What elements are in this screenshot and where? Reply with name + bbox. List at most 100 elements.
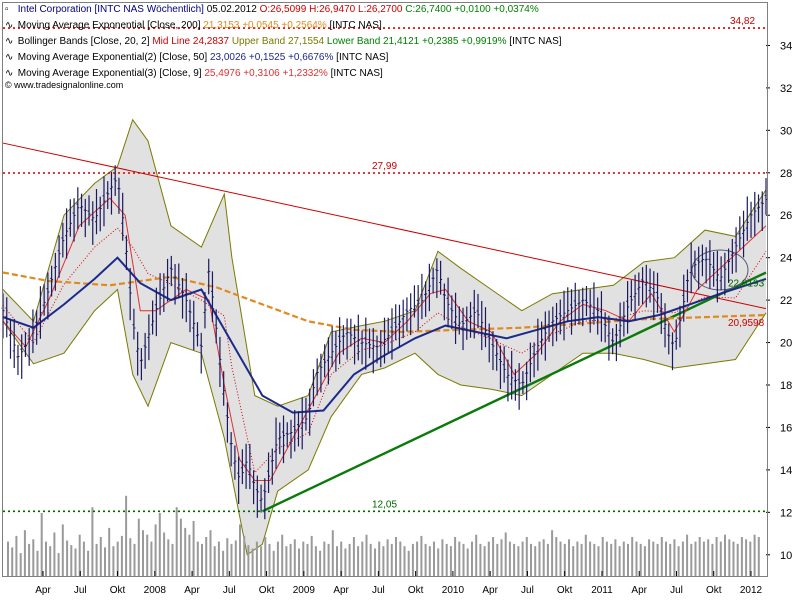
volume-bar: [395, 537, 397, 576]
volume-bar: [344, 548, 347, 576]
y-tick-label: 26: [780, 210, 792, 222]
volume-bar: [158, 513, 161, 576]
x-tick-label: Okt: [408, 585, 424, 596]
volume-bar: [715, 537, 718, 576]
volume-bar: [11, 547, 14, 577]
volume-bar: [125, 495, 128, 576]
volume-bar: [475, 534, 478, 576]
volume-bar: [374, 548, 376, 576]
volume-bar: [327, 543, 330, 576]
volume-bar: [243, 535, 246, 576]
bollinger-lower: Lower Band 21,4121 +0,2385 +0,9919%: [326, 36, 507, 47]
volume-bar: [694, 541, 697, 576]
volume-bar: [458, 541, 461, 576]
volume-bar: [323, 541, 326, 576]
volume-bar: [504, 532, 507, 576]
volume-bar: [525, 537, 528, 576]
volume-bar: [538, 541, 541, 576]
volume-bar: [580, 543, 583, 576]
volume-bar: [711, 543, 714, 576]
volume-bar: [568, 539, 570, 576]
volume-bar: [361, 541, 364, 576]
volume-bar: [378, 541, 381, 576]
volume-bar: [449, 546, 452, 576]
volume-bar: [753, 534, 756, 576]
volume-bar: [597, 546, 600, 576]
volume-bar: [268, 543, 271, 576]
volume-bar: [660, 537, 663, 576]
watermark: © www.tradesignalonline.com: [5, 80, 123, 90]
ema9-name: Moving Average Exponential(3) [Close, 9]: [17, 68, 202, 79]
x-tick-label: Apr: [35, 585, 51, 596]
volume-bar: [201, 543, 203, 576]
volume-bar: [411, 543, 414, 576]
y-tick-label: 24: [780, 253, 792, 265]
volume-bar: [272, 550, 275, 576]
volume-bar: [255, 541, 258, 576]
volume-bar: [728, 539, 731, 576]
volume-bar: [622, 541, 625, 576]
volume-bar: [331, 530, 334, 576]
volume-bar: [104, 547, 106, 577]
volume-bar: [618, 546, 621, 576]
volume-bar: [736, 543, 739, 576]
volume-bar: [57, 553, 60, 576]
volume-bar: [87, 550, 90, 576]
volume-bar: [386, 539, 389, 576]
volume-bar: [74, 548, 77, 576]
volume-bar: [120, 535, 123, 576]
volume-bar: [572, 546, 575, 576]
volume-bar: [133, 543, 136, 576]
volume-bar: [513, 543, 516, 576]
volume-bar: [205, 537, 208, 576]
y-tick-label: 16: [780, 422, 792, 434]
horizontal-levels-layer: [3, 27, 766, 513]
volume-bar: [222, 550, 225, 576]
volume-bar: [702, 541, 705, 576]
x-tick-label: Jul: [521, 585, 534, 596]
volume-bar: [416, 541, 419, 576]
volume-bar: [319, 550, 322, 576]
copyright-icon: ©: [5, 80, 12, 90]
chart-icon: ▫: [5, 4, 9, 15]
bollinger-name: Bollinger Bands [Close, 20, 2]: [17, 36, 150, 47]
volume-bar: [7, 541, 9, 576]
volume-bar: [399, 541, 402, 576]
volume-bar: [471, 541, 473, 576]
volume-bar: [757, 537, 760, 576]
x-tick-label: Okt: [557, 585, 573, 596]
quote-ohlc: O:26,5099 H:26,9470 L:26,2700: [259, 4, 403, 15]
x-tick-label: Okt: [110, 585, 126, 596]
volume-bar: [466, 548, 469, 576]
volume-bar: [669, 543, 672, 576]
x-tick-label: Jul: [670, 585, 683, 596]
volume-bar: [719, 541, 722, 576]
volume-bar: [276, 541, 279, 576]
indicator-icon: ∿: [5, 36, 14, 47]
volume-bar: [281, 534, 284, 576]
volume-bar: [234, 540, 237, 576]
y-tick-label: 20: [780, 338, 792, 350]
volume-bar: [681, 541, 684, 576]
volume-bar: [108, 527, 111, 576]
volume-bar: [445, 543, 448, 576]
ema50-name: Moving Average Exponential(2) [Close, 50…: [17, 52, 208, 63]
x-tick-label: Jul: [74, 585, 87, 596]
y-tick-label: 30: [780, 125, 792, 137]
volume-bar: [508, 541, 511, 576]
volume-bar: [19, 553, 22, 576]
volume-layer: [7, 495, 760, 577]
volume-bar: [496, 543, 499, 576]
volume-bar: [698, 537, 701, 576]
volume-bar: [555, 537, 558, 576]
y-tick-label: 12: [780, 507, 792, 519]
volume-bar: [589, 541, 592, 576]
volume-bar: [217, 541, 220, 576]
volume-bar: [78, 534, 81, 576]
y-tick-label: 10: [780, 550, 792, 562]
volume-bar: [382, 546, 385, 576]
volume-bar: [441, 539, 444, 576]
volume-bar: [487, 541, 490, 576]
volume-bar: [66, 540, 69, 576]
volume-bar: [576, 541, 579, 576]
